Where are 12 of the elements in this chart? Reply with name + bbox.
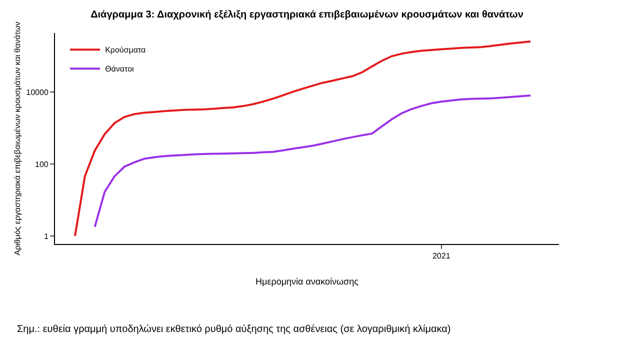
chart-title: Διάγραμμα 3: Διαχρονική εξέλιξη εργαστηριακά επιβεβαιωμένων κρουσμάτων και θανάτων [90,9,524,20]
line-series [94,94,532,228]
y-tick-label: 1 [44,232,49,241]
x-axis-title: Ημερομηνία ανακοίνωσης [256,276,360,286]
y-tick-label: 100 [35,160,49,169]
line-series [74,40,532,238]
x-tick-label: 2021 [432,252,451,261]
y-tick-label: 10000 [26,88,49,97]
legend-label: Θάνατοι [105,64,134,74]
text: Σημ.: ευθεία γραμμή υποδηλώνει εκθετικό ρυθμό αύξησης της ασθένειας (σε λογαριθμική κλίμακα) [17,324,451,335]
y-axis-title: Αριθμός εργαστηριακά επιβεβαιωμένων κρουσμάτων και θανάτων [12,22,22,256]
legend-label: Κρούσματα [105,46,146,55]
